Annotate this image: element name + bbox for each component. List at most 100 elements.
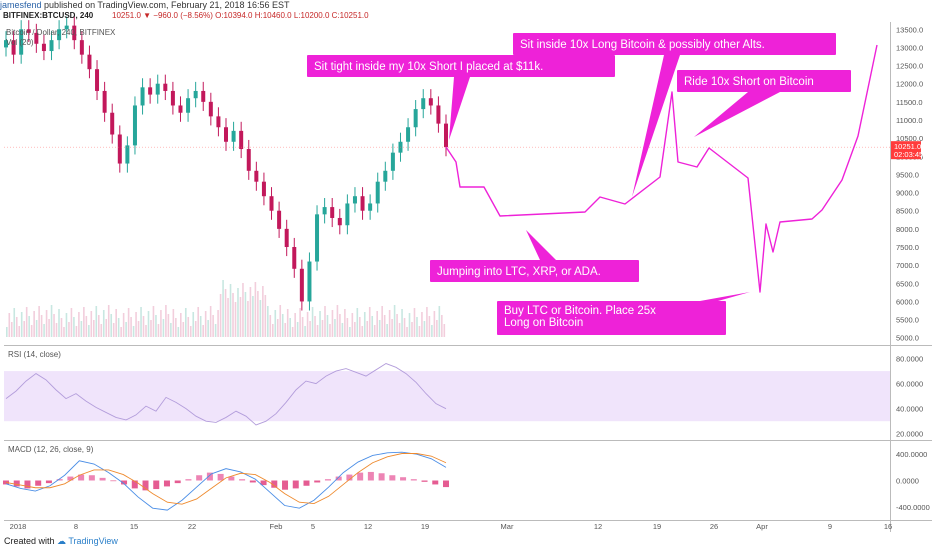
volume-bar bbox=[284, 323, 287, 337]
volume-bar bbox=[396, 314, 398, 337]
volume-bar bbox=[378, 320, 381, 337]
volume-bar bbox=[259, 300, 262, 337]
volume-bar bbox=[175, 318, 177, 337]
footer-created: Created with bbox=[4, 536, 55, 546]
macd-histogram-bar bbox=[196, 475, 203, 481]
annotation-pointer bbox=[449, 77, 470, 140]
volume-bar bbox=[326, 315, 329, 337]
volume-bar bbox=[391, 319, 393, 337]
volume-bar bbox=[120, 327, 122, 337]
macd-histogram-bar bbox=[131, 480, 138, 489]
rsi-tick-label: 20.0000 bbox=[896, 430, 923, 439]
volume-bar bbox=[95, 306, 98, 337]
volume-bar bbox=[406, 327, 408, 337]
candle-body bbox=[352, 196, 357, 204]
macd-histogram-bar bbox=[324, 479, 331, 481]
price-tick-label: 6500.0 bbox=[896, 279, 919, 288]
volume-bar bbox=[416, 317, 418, 337]
macd-histogram-bar bbox=[282, 480, 289, 490]
macd-histogram-bar bbox=[239, 479, 246, 481]
price-tick-label: 8500.0 bbox=[896, 207, 919, 216]
annotation-pointer bbox=[700, 292, 750, 301]
volume-bar bbox=[122, 313, 125, 337]
volume-bar bbox=[48, 319, 50, 337]
macd-histogram-bar bbox=[292, 480, 299, 489]
volume-bar bbox=[329, 324, 331, 337]
candle-body bbox=[360, 196, 365, 211]
time-tick-label: 8 bbox=[74, 522, 78, 531]
volume-bar bbox=[152, 306, 155, 337]
volume-bar bbox=[145, 325, 147, 337]
candle-body bbox=[87, 54, 92, 70]
volume-bar bbox=[142, 316, 145, 337]
macd-histogram-bar bbox=[357, 472, 364, 481]
volume-bar bbox=[252, 296, 254, 337]
macd-histogram-bar bbox=[56, 479, 63, 481]
candle-body bbox=[383, 170, 388, 182]
volume-bar bbox=[214, 324, 217, 337]
volume-bar bbox=[212, 315, 214, 337]
volume-bar bbox=[408, 313, 411, 337]
candle-body bbox=[428, 98, 433, 106]
publish-date: published on TradingView.com, February 2… bbox=[44, 0, 290, 10]
rsi-tick-label: 80.0000 bbox=[896, 355, 923, 364]
volume-bar bbox=[267, 306, 269, 337]
author-name[interactable]: jamesfend bbox=[0, 0, 42, 10]
volume-bar bbox=[30, 325, 33, 337]
footer-brand[interactable]: TradingView bbox=[68, 536, 118, 546]
volume-bar bbox=[341, 323, 344, 337]
volume-bar bbox=[23, 321, 26, 337]
volume-bar bbox=[386, 324, 388, 337]
volume-bar bbox=[125, 322, 127, 337]
volume-bar bbox=[224, 289, 227, 337]
volume-bar bbox=[358, 317, 361, 337]
candle-body bbox=[102, 90, 107, 113]
volume-bar bbox=[73, 317, 75, 337]
candle-body bbox=[216, 116, 221, 128]
volume-bar bbox=[217, 310, 219, 337]
candle-body bbox=[421, 98, 426, 110]
volume-bar bbox=[366, 321, 369, 337]
volume-bar bbox=[50, 305, 53, 337]
volume-bar bbox=[388, 310, 391, 337]
volume-bar bbox=[363, 312, 366, 337]
tradingview-logo-icon[interactable]: ☁ bbox=[57, 536, 67, 546]
volume-bar bbox=[219, 294, 222, 337]
volume-bar bbox=[237, 288, 239, 337]
volume-bar bbox=[112, 323, 115, 337]
candle-body bbox=[246, 149, 251, 171]
macd-histogram-bar bbox=[421, 480, 428, 482]
projection-path bbox=[445, 44, 878, 293]
volume-bar bbox=[443, 324, 446, 337]
volume-bar bbox=[65, 313, 68, 337]
time-tick-label: 2018 bbox=[10, 522, 27, 531]
volume-bar bbox=[436, 320, 438, 337]
price-tick-label: 11500.0 bbox=[896, 98, 923, 107]
price-tick-label: 12500.0 bbox=[896, 62, 923, 71]
volume-bar bbox=[127, 308, 130, 337]
volume-bar bbox=[296, 322, 299, 337]
macd-histogram-bar bbox=[443, 480, 449, 488]
macd-histogram-bar bbox=[185, 479, 192, 481]
volume-bar bbox=[184, 308, 187, 337]
macd-histogram-bar bbox=[410, 479, 417, 481]
volume-bar bbox=[107, 305, 110, 337]
volume-bar bbox=[309, 321, 311, 337]
candle-body bbox=[254, 170, 259, 182]
macd-series-line bbox=[5, 451, 447, 511]
volume-bar bbox=[299, 308, 301, 337]
candle-body bbox=[117, 134, 122, 164]
macd-histogram-bar bbox=[378, 473, 385, 481]
volume-bar bbox=[43, 324, 45, 337]
candle-body bbox=[231, 130, 236, 142]
volume-bar bbox=[433, 311, 436, 337]
price-tick-label: 9500.0 bbox=[896, 170, 919, 179]
volume-bar bbox=[90, 311, 93, 337]
volume-bar bbox=[411, 322, 413, 337]
volume-bar bbox=[130, 317, 132, 337]
macd-histogram-bar bbox=[45, 480, 52, 484]
macd-histogram-bar bbox=[142, 480, 149, 491]
annotation-text: Jumping into LTC, XRP, or ADA. bbox=[437, 266, 601, 278]
volume-bar bbox=[274, 310, 277, 337]
macd-histogram-bar bbox=[24, 480, 31, 489]
